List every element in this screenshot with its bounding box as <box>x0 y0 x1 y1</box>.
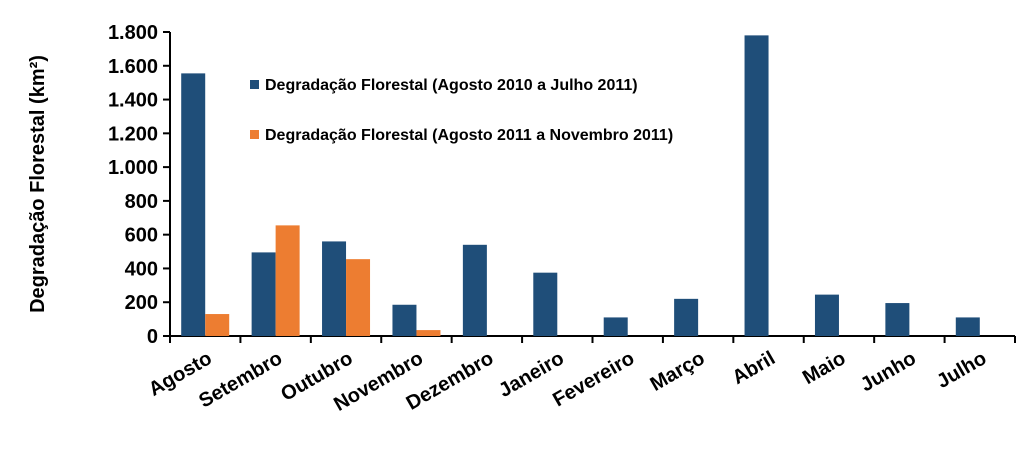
x-tick-label: Maio <box>799 347 849 389</box>
bar <box>814 294 839 336</box>
y-tick-label: 800 <box>125 191 158 213</box>
bar <box>251 252 276 336</box>
bar <box>603 317 628 336</box>
y-tick-label: 1.000 <box>108 157 158 179</box>
bar <box>416 330 441 336</box>
x-tick-label: Junho <box>857 347 920 396</box>
bar <box>322 241 347 336</box>
x-tick-label: Março <box>647 347 709 396</box>
y-tick-label: 1.400 <box>108 90 158 112</box>
bar <box>346 259 371 336</box>
x-tick-label: Julho <box>933 347 990 393</box>
legend-swatch <box>250 130 259 139</box>
y-axis: 0 200 400 600 800 1.000 1.200 1.400 1.600 1.800 <box>108 22 171 348</box>
y-tick-label: 400 <box>125 258 158 280</box>
y-axis-label: Degradação Florestal (km²) <box>27 55 49 313</box>
legend: Degradação Florestal (Agosto 2010 a Julh… <box>250 77 673 144</box>
x-tick-label: Fevereiro <box>549 347 638 411</box>
bar <box>674 298 699 336</box>
bars <box>181 35 980 336</box>
bar <box>462 244 487 336</box>
bar <box>392 304 417 336</box>
bar <box>181 73 206 336</box>
bar <box>744 35 769 336</box>
bar <box>955 317 980 336</box>
legend-swatch <box>250 80 259 89</box>
bar <box>533 272 558 336</box>
bar <box>205 314 230 336</box>
y-tick-label: 0 <box>147 326 158 348</box>
y-tick-label: 600 <box>125 225 158 247</box>
y-tick-label: 1.200 <box>108 123 158 145</box>
legend-label: Degradação Florestal (Agosto 2010 a Julh… <box>265 77 638 94</box>
y-tick-label: 1.600 <box>108 56 158 78</box>
y-tick-label: 200 <box>125 292 158 314</box>
x-tick-label: Abril <box>729 347 779 389</box>
legend-label: Degradação Florestal (Agosto 2011 a Nove… <box>265 127 673 144</box>
bar <box>885 303 910 336</box>
x-axis: AgostoSetembroOutubroNovembroDezembroJan… <box>145 335 1016 416</box>
y-tick-label: 1.800 <box>108 22 158 44</box>
bar <box>275 225 300 336</box>
